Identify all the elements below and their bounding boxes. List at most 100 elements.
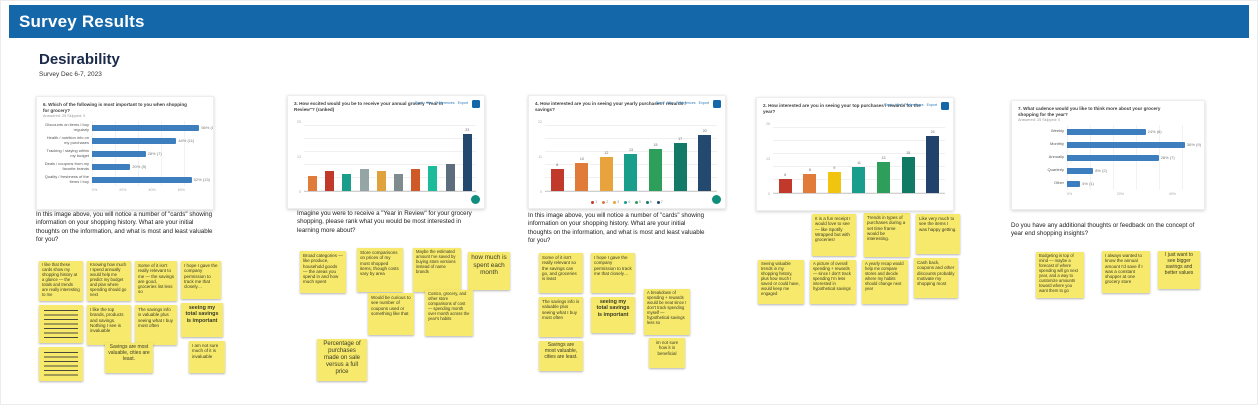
bar-plot: Weekly 24% (6) Monthly 36% (9) Annually 28% (… [1018,125,1201,190]
value-label: 15 [653,142,658,147]
handwriting-scribble [44,310,78,338]
sticky-note[interactable]: The savings info is valuable plus seeing… [539,297,583,337]
chart-row: Health / nutrition info on my purchases 4… [43,134,207,147]
axis-tick: 0% [1067,192,1073,196]
sticky-note[interactable]: how much is spent each month [468,252,510,290]
sticky-note-text: The savings info is valuable plus seeing… [542,299,580,320]
bar [92,150,146,157]
legend-dot [613,200,617,204]
category-label: Deals / coupons from my favorite brands [44,162,89,171]
chart-tab: Min [667,101,674,105]
sticky-note[interactable]: Budgeting is top of mind — maybe a forec… [1036,252,1084,298]
bar-track: 4% (1) [1067,177,1198,190]
sticky-note[interactable]: I am not sure much of it is invaluable [189,341,225,373]
sticky-note-text: Trends in types of purchases during a se… [867,215,906,242]
sticky-note[interactable]: Cash back, coupons and other discounts p… [914,258,958,298]
survey-chart-card[interactable]: 2. How interested are you in seeing your… [756,97,954,211]
sticky-note[interactable]: A picture of overall spending + rewards … [810,260,856,304]
chart-tab: Preferences [676,101,696,105]
category-label: Discounts on items I buy regularly [45,123,89,132]
survey-chart-card[interactable]: 3. How excited would you be to receive y… [287,95,485,209]
sticky-note-text: Would be curious to see number of coupon… [371,295,411,316]
sticky-note[interactable]: Would be curious to see number of coupon… [368,293,414,335]
sticky-note-text: Cash back, coupons and other discounts p… [917,260,955,287]
sticky-note[interactable]: Broad categories — like produce, househo… [300,251,346,293]
board-title: Survey Results [19,11,145,31]
question-text[interactable]: In this image above, you will notice a n… [36,211,213,244]
sticky-note-text: I always wanted to know the annual amoun… [1105,253,1143,285]
category-label: Other [1053,181,1064,186]
sticky-note-text: Broad categories — like produce, househo… [303,253,343,285]
sticky-note[interactable] [39,347,83,381]
chat-badge-icon [712,195,721,204]
sticky-note[interactable]: seeing my total savings is important [181,303,223,337]
sticky-note[interactable]: Percentage of purchases made on sale ver… [317,339,367,381]
surveymonkey-logo-icon [713,100,721,108]
value-label: 8 [808,167,811,172]
question-text[interactable]: Do you have any additional thoughts or f… [1011,222,1195,238]
sticky-note[interactable]: A yearly recap would help me compare sto… [862,260,908,304]
sticky-note[interactable]: Maybe the estimated amount I've saved by… [413,248,461,292]
sticky-note[interactable]: Savings are most valuable, cities are le… [539,341,583,371]
bar: 13 [624,148,638,191]
category-label: Annually [1048,155,1064,160]
sticky-note[interactable]: I hope I gave the company permission to … [591,253,635,293]
question-text[interactable]: Imagine you were to receive a "Year in R… [297,210,472,234]
sticky-note[interactable]: Seeing valuable trends in my shopping hi… [758,260,804,304]
sticky-note[interactable]: It is a fun receipt I would love to see … [812,214,856,256]
bar: 17 [673,137,687,191]
bar-plot: Discounts on items I buy regularly 56% (1… [43,121,213,186]
chart-row: Quarterly 8% (2) [1018,164,1198,177]
y-axis-tick: 26 [766,122,770,126]
sticky-note[interactable]: Knowing how much I spend annually would … [87,261,131,301]
axis-tick: 20% [119,188,127,192]
sticky-note[interactable]: Store comparisons on prices of my most s… [357,248,403,292]
bar: 11 [852,161,866,193]
survey-chart-card[interactable]: 4. How interested are you in seeing your… [528,95,726,209]
chart-title: 3. How excited would you be to receive y… [294,101,444,112]
survey-chart-card[interactable]: 7. What cadence would you like to think … [1011,100,1205,210]
value-label: 52% (13) [193,177,210,182]
sticky-note[interactable]: seeing my total savings is important [591,297,635,333]
axis-tick: 40% [148,188,156,192]
survey-chart-card[interactable]: 6. Which of the following is most import… [36,96,214,210]
sticky-note[interactable]: Trends in types of purchases during a se… [864,213,910,257]
bar [1067,180,1081,187]
legend-dot [624,200,628,204]
sticky-note[interactable]: A breakdown of spending + rewards would … [644,289,690,335]
bar [1067,167,1094,174]
sticky-note-text: A yearly recap would help me compare sto… [865,261,904,291]
value-label: 12 [604,151,609,156]
sticky-note[interactable]: Some of it isn't really relevant so the … [539,253,583,293]
sticky-note[interactable]: Some of it isn't really relevant to me —… [135,261,177,301]
bar [92,176,192,183]
value-label: 10 [579,156,584,161]
chart-answered-count: Answered: 25 Skipped: 0 [1018,118,1061,123]
sticky-note[interactable]: The savings info is valuable plus seeing… [135,305,177,345]
bar [342,173,352,191]
sticky-note[interactable] [39,305,83,343]
chart-toolbar: Rank Min Preferences Export [884,103,937,107]
value-label: 23 [465,128,470,132]
chart-tab: Rank [884,103,893,107]
sticky-note[interactable]: I just want to see bigger savings and be… [1158,251,1200,289]
sticky-note[interactable]: I hope I gave the company permission to … [181,261,221,299]
sticky-note[interactable]: Savings are most valuable, cities are le… [105,343,153,373]
legend-dot [656,200,660,204]
sticky-note-text: I hope I gave the company permission to … [594,255,632,276]
legend-item: 7 [656,200,663,204]
sticky-note[interactable]: I always wanted to know the annual amoun… [1102,251,1150,293]
sticky-note[interactable]: I like that these cards show my shopping… [39,261,83,301]
legend-label: 2 [606,200,609,204]
sticky-note[interactable]: Costco, grocery, and other store compari… [425,290,473,336]
question-text[interactable]: In this image above, you will notice a n… [528,212,705,245]
bar-track: 24% (6) [1067,125,1198,138]
chart-title: 4. How interested are you in seeing your… [535,101,686,112]
sticky-note[interactable]: Like very much to see the items I was ha… [916,214,960,254]
axis-tick: 60% [177,188,185,192]
bar: 8 [803,168,817,193]
sticky-note[interactable]: I like the top brands, products and savi… [87,305,131,345]
sticky-note[interactable]: im not sure how it is beneficial [649,338,685,368]
bar: 20 [698,129,712,191]
